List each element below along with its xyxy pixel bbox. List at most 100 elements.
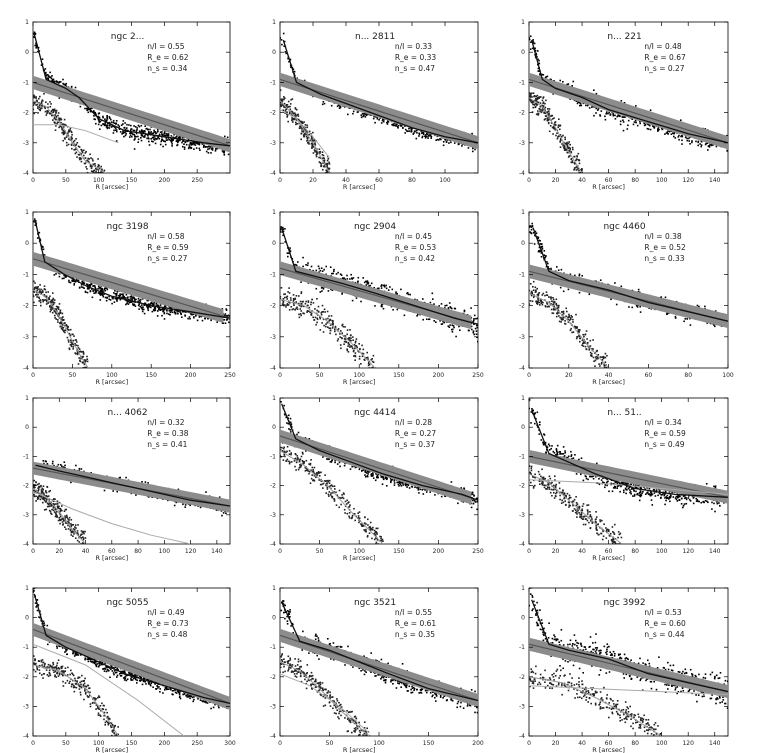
data-point [82,353,85,355]
data-point [73,139,76,142]
data-point [442,144,445,147]
data-point [368,367,371,368]
data-point [41,245,44,248]
data-point [58,119,61,121]
data-point [400,125,403,127]
data-point [146,299,148,302]
data-point [154,131,156,133]
x-tick-label: 60 [605,177,613,184]
data-point [97,115,100,118]
data-point [280,103,282,105]
data-point [567,83,570,85]
data-point [98,286,101,289]
data-point [575,100,578,102]
data-point [138,308,140,310]
data-point [445,141,448,143]
data-point [73,282,76,285]
data-point [316,298,318,300]
data-point [88,158,90,160]
data-point [80,153,83,155]
data-point [370,358,372,361]
data-point [190,142,192,145]
data-point [83,149,85,152]
data-point [559,141,561,143]
data-point [91,107,93,110]
data-point [61,316,63,319]
data-point [36,100,38,102]
data-point [47,106,49,109]
data-point [425,135,428,138]
data-point [438,305,440,307]
data-point [529,35,532,37]
data-point [223,154,226,156]
data-point [283,102,286,105]
data-point [564,142,567,145]
data-point [222,151,225,153]
data-point [579,104,581,107]
data-point [79,359,81,362]
data-point [81,351,83,353]
data-point [347,342,350,345]
data-point [348,337,350,339]
data-point [575,169,578,171]
data-point [678,134,680,137]
data-point [531,111,534,113]
data-point [578,172,581,173]
data-point [82,286,84,289]
data-point [42,291,44,293]
fit-parameter: n_s = 0.42 [395,254,435,263]
y-tick-label: 0 [25,49,29,56]
data-point [122,130,124,133]
data-point [53,108,56,111]
data-point [288,248,291,251]
data-point [533,95,535,98]
data-point [161,314,163,317]
data-point [38,297,40,299]
data-point [341,332,343,334]
data-point [530,100,532,103]
data-point [202,146,205,148]
data-point [300,310,303,312]
data-point [577,101,579,103]
data-point [80,148,82,151]
data-point [414,298,416,301]
data-point [114,126,116,129]
data-point [94,286,96,289]
data-point [113,129,115,132]
data-point [103,293,105,295]
data-point [357,276,360,279]
data-point [376,287,379,290]
x-tick-label: 0 [278,177,282,184]
data-point [304,302,307,305]
data-point [169,309,172,311]
data-point [284,241,286,243]
bulge-line [280,298,376,368]
data-point [536,94,539,97]
data-point [124,134,127,137]
data-point [592,105,595,108]
data-point [117,124,119,126]
data-point [176,139,179,142]
data-point [425,134,427,136]
data-point [537,114,539,116]
data-point [455,335,457,338]
data-point [64,329,66,332]
component-line [33,124,119,144]
data-point [326,321,329,324]
data-point [102,294,104,296]
data-point [57,321,59,323]
data-point [293,118,295,121]
data-point [292,297,295,300]
data-point [34,286,36,289]
data-point [206,146,209,148]
data-point [118,125,121,128]
data-point [150,301,153,304]
data-point [204,145,207,148]
data-point [78,350,81,353]
data-point [312,140,314,142]
data-point [188,146,190,149]
data-point [38,108,41,111]
data-point [149,306,152,308]
x-tick-label: 100 [93,177,105,184]
data-point [125,303,127,306]
